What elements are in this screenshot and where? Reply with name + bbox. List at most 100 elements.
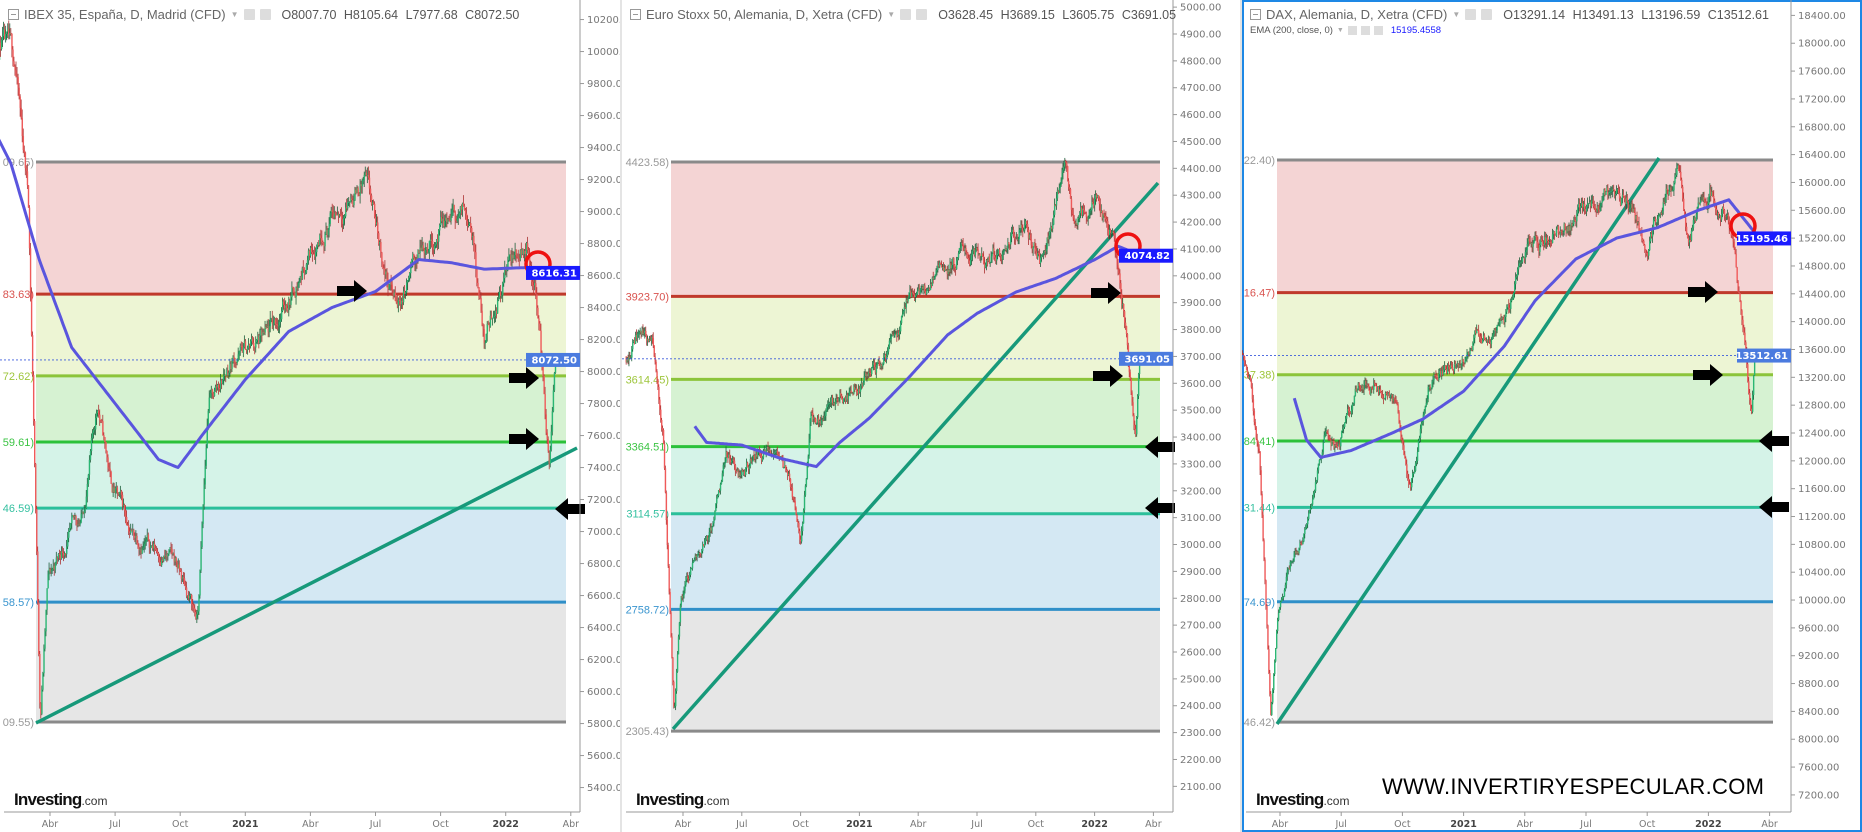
gear-icon[interactable]	[916, 9, 928, 20]
candle-body	[392, 290, 394, 296]
arrow-left-icon[interactable]	[1145, 436, 1175, 458]
candle-body	[462, 203, 465, 207]
close-icon[interactable]	[1373, 26, 1383, 35]
fibonacci-retracement[interactable]: 4423.58)3923.70)3614.45)3364.51)3114.57)…	[626, 157, 1160, 738]
chart-title[interactable]: Euro Stoxx 50, Alemania, D, Xetra (CFD)	[646, 7, 883, 22]
arrow-left-icon[interactable]	[1759, 496, 1789, 518]
ibex35-chart-panel[interactable]: IBEX 35, España, D, Madrid (CFD) ▼ O8007…	[0, 0, 620, 832]
arrow-left-icon[interactable]	[1759, 430, 1789, 452]
eye-icon[interactable]	[243, 9, 255, 20]
trend-line[interactable]	[671, 181, 1160, 731]
eye-icon[interactable]	[1465, 9, 1477, 20]
price-tick-label: 8400.00	[1798, 707, 1839, 718]
time-axis[interactable]: Abr Jul Oct 2021 Abr Jul Oct 2022 Abr	[4, 811, 580, 830]
candle-body	[1379, 389, 1382, 393]
chevron-down-icon[interactable]: ▼	[887, 10, 896, 19]
candle-body	[1737, 281, 1739, 292]
candle-body	[277, 325, 280, 327]
eye-icon[interactable]	[1347, 26, 1357, 35]
collapse-icon[interactable]	[8, 9, 19, 20]
candle-body	[1691, 227, 1694, 231]
price-tick-label: 9600.00	[587, 111, 620, 122]
candle-body	[1088, 213, 1090, 218]
ema-price-label-text: 8616.31	[531, 268, 577, 279]
candle-body	[1396, 401, 1398, 405]
arrow-left-icon[interactable]	[555, 498, 585, 520]
candle-body	[763, 449, 766, 453]
candle-body	[166, 555, 168, 557]
ema-200-line[interactable]	[1292, 198, 1759, 459]
arrow-right-icon[interactable]	[509, 428, 539, 450]
candle-body	[1707, 203, 1709, 207]
candle-body	[1584, 208, 1587, 212]
ema-indicator-label[interactable]: EMA (200, close, 0)	[1250, 25, 1333, 36]
eye-icon[interactable]	[900, 9, 912, 20]
candle-body	[1417, 441, 1420, 452]
chevron-down-icon[interactable]: ▼	[230, 10, 239, 19]
candle-body	[718, 490, 721, 491]
candle-body	[99, 414, 101, 421]
arrow-shape	[1091, 282, 1121, 304]
trend-line[interactable]	[35, 446, 578, 725]
arrow-right-icon[interactable]	[1693, 364, 1723, 386]
candle-body	[820, 420, 823, 424]
collapse-icon[interactable]	[630, 9, 641, 20]
chevron-down-icon[interactable]: ▼	[1452, 10, 1461, 19]
gear-icon[interactable]	[1481, 9, 1493, 20]
candle-body	[1117, 265, 1119, 270]
candle-body	[1556, 226, 1559, 230]
candle-body	[1578, 204, 1580, 208]
chevron-down-icon[interactable]: ▼	[1336, 27, 1344, 34]
collapse-icon[interactable]	[1250, 9, 1261, 20]
candle-body	[1310, 504, 1313, 509]
fib-zone	[671, 513, 1160, 610]
chart-title[interactable]: IBEX 35, España, D, Madrid (CFD)	[24, 7, 226, 22]
candle-body	[1299, 543, 1301, 549]
arrow-right-icon[interactable]	[1688, 281, 1718, 303]
chart-canvas[interactable]: 09.65)83.63)72.62)59.61)46.59)58.57)09.5…	[0, 0, 620, 832]
candle-body	[1272, 689, 1274, 703]
price-axis[interactable]: 2100.002200.002300.002400.002500.002600.…	[1172, 0, 1221, 812]
candle-body	[1595, 210, 1597, 212]
candle-body	[1302, 541, 1304, 545]
candle-body	[1282, 596, 1285, 598]
price-axis[interactable]: 7200.007600.008000.008400.008800.009200.…	[1790, 0, 1846, 812]
candle-body	[969, 259, 972, 265]
ema-200-line[interactable]	[693, 244, 1141, 469]
candle-body	[271, 318, 274, 324]
arrow-right-icon[interactable]	[1093, 365, 1123, 387]
chart-canvas[interactable]: 4423.58)3923.70)3614.45)3364.51)3114.57)…	[622, 0, 1242, 832]
arrow-right-icon[interactable]	[1091, 282, 1121, 304]
candle-body	[1123, 303, 1125, 312]
fib-zone	[671, 609, 1160, 732]
chart-canvas[interactable]: 22.40)16.47)37.38)84.41)31.44)74.69)46.4…	[1242, 0, 1862, 832]
candle-body	[1032, 247, 1034, 250]
candle-body	[1508, 304, 1510, 308]
trend-line[interactable]	[1275, 157, 1661, 725]
candle-body	[1733, 241, 1735, 249]
time-axis[interactable]: Abr Jul Oct 2021 Abr Jul Oct 2022 Abr	[1246, 811, 1791, 830]
chart-title[interactable]: DAX, Alemania, D, Xetra (CFD)	[1266, 7, 1448, 22]
time-axis[interactable]: Abr Jul Oct 2021 Abr Jul Oct 2022 Abr	[626, 811, 1173, 830]
dax-chart-panel[interactable]: DAX, Alemania, D, Xetra (CFD) ▼ O13291.1…	[1242, 0, 1862, 832]
candle-body	[752, 455, 754, 461]
candle-body	[813, 417, 815, 420]
candle-body	[371, 202, 374, 205]
panel-divider[interactable]	[620, 0, 622, 832]
arrow-left-icon[interactable]	[1145, 497, 1175, 519]
fibonacci-retracement[interactable]: 09.65)83.63)72.62)59.61)46.59)58.57)09.5…	[3, 157, 566, 729]
candle-body	[92, 430, 95, 433]
arrow-right-icon[interactable]	[337, 280, 367, 302]
candle-body	[504, 267, 506, 279]
gear-icon[interactable]	[259, 9, 271, 20]
candle-body	[71, 517, 73, 524]
price-axis[interactable]: 5400.005600.005800.006000.006200.006400.…	[579, 0, 620, 812]
candle-body	[729, 454, 731, 460]
eurostoxx50-chart-panel[interactable]: Euro Stoxx 50, Alemania, D, Xetra (CFD) …	[622, 0, 1242, 832]
arrow-right-icon[interactable]	[509, 367, 539, 389]
ema-200-line[interactable]	[0, 138, 556, 469]
candle-body	[657, 379, 659, 387]
candle-body	[382, 261, 384, 268]
gear-icon[interactable]	[1360, 26, 1370, 35]
panel-divider[interactable]	[1240, 0, 1242, 832]
